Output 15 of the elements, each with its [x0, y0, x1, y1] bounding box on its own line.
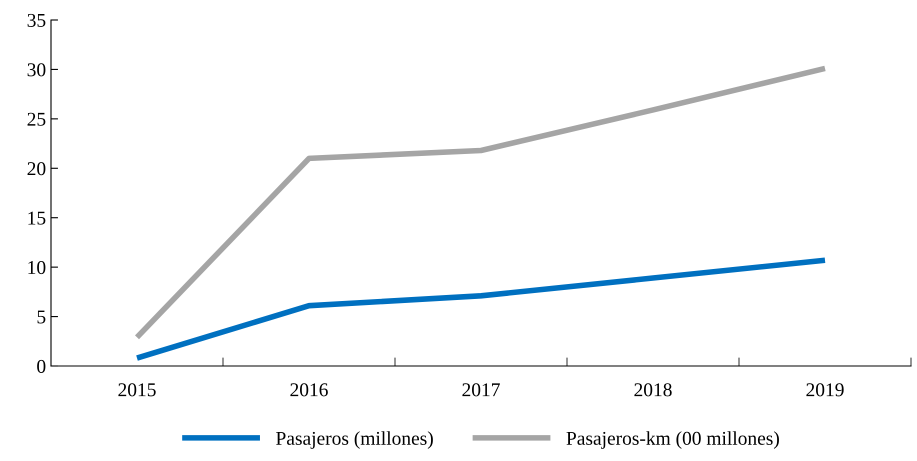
y-tick-label: 25	[28, 112, 46, 126]
x-tick-label: 2019	[806, 383, 844, 396]
y-tick-label: 10	[28, 260, 46, 274]
y-tick-label: 35	[28, 14, 46, 27]
y-tick-label: 30	[28, 63, 46, 76]
x-tick-label: 2016	[290, 383, 328, 396]
x-tick-label: 2015	[118, 383, 156, 396]
legend-label: Pasajeros (millones)	[276, 431, 433, 449]
x-tick-label: 2017	[462, 383, 500, 396]
y-tick-label: 20	[28, 162, 46, 176]
y-tick-label: 15	[28, 212, 46, 225]
y-tick-label: 5	[38, 310, 46, 324]
x-tick-label: 2018	[634, 383, 672, 396]
legend-label: Pasajeros-km (00 millones)	[566, 431, 779, 449]
y-tick-label: 0	[37, 360, 46, 373]
